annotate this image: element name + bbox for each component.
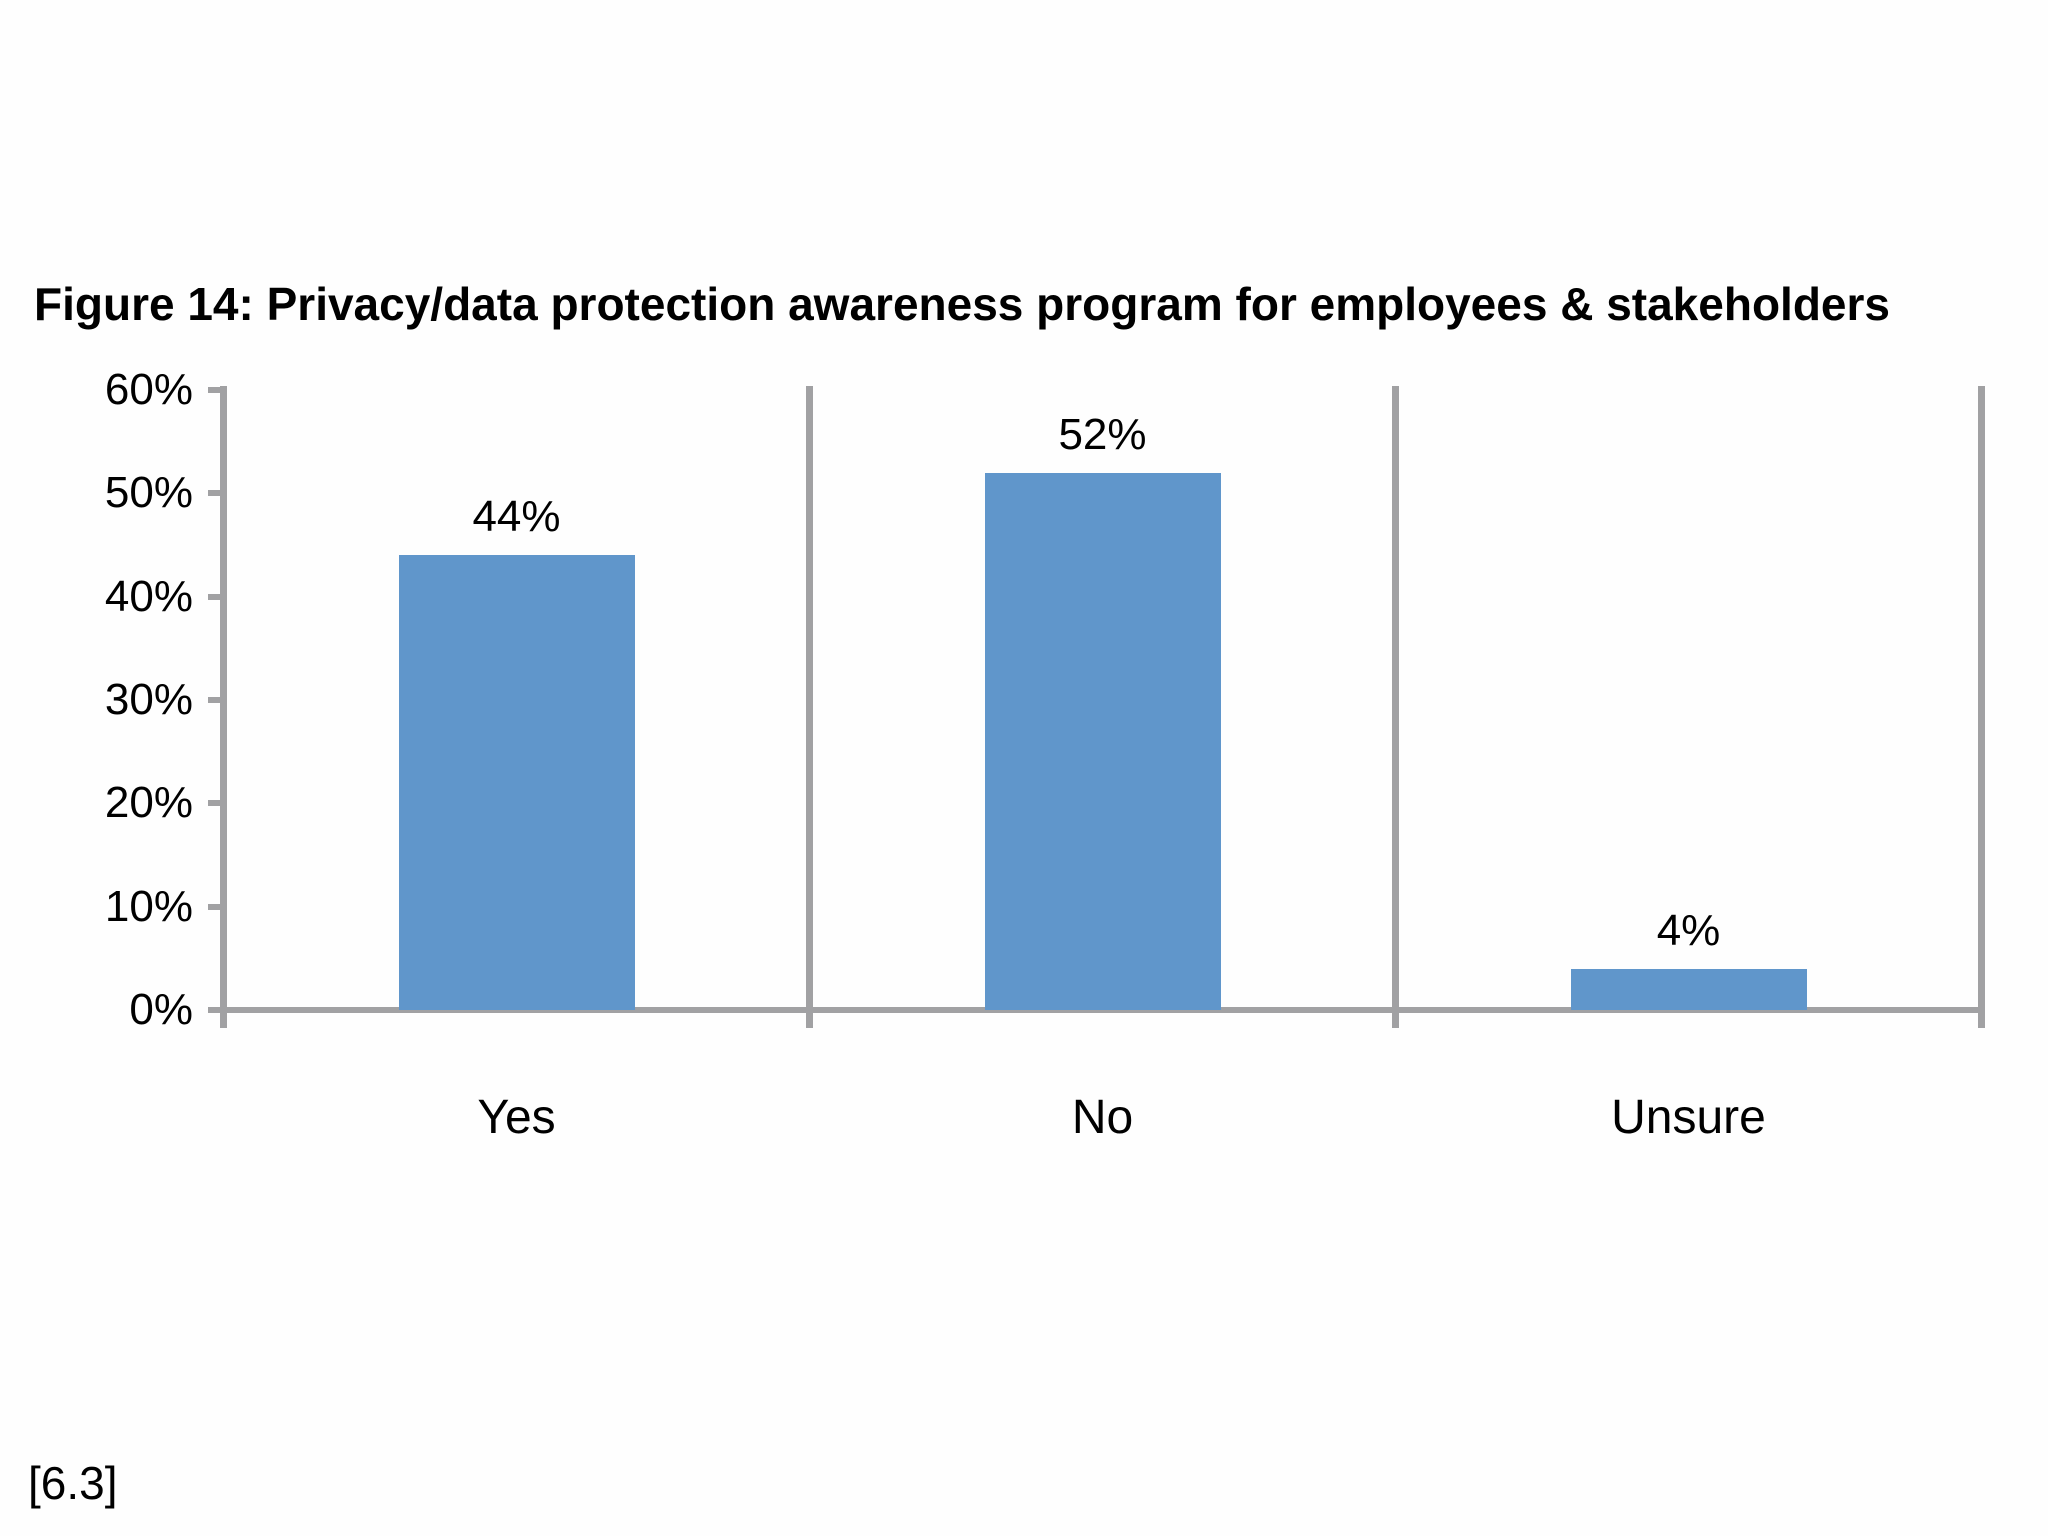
y-tick-label: 30% (104, 675, 193, 724)
y-tick-label: 10% (104, 881, 193, 931)
bar (398, 555, 635, 1010)
bar (984, 472, 1221, 1010)
y-axis-line (220, 386, 227, 1028)
y-tick-mark (208, 1007, 220, 1013)
y-tick-mark (208, 593, 220, 600)
y-tick-mark (208, 490, 220, 497)
bar-value-label: 4% (1656, 905, 1721, 955)
y-tick-mark (208, 903, 220, 910)
y-tick-mark (208, 800, 220, 807)
panel-divider (806, 386, 813, 1028)
y-tick-label: 20% (104, 778, 193, 828)
y-tick-mark (208, 697, 220, 703)
bar-value-label: 44% (472, 492, 561, 542)
figure-title: Figure 14: Privacy/data protection aware… (34, 278, 1890, 330)
y-tick-label: 50% (104, 468, 193, 518)
x-category-label: Unsure (1611, 1091, 1766, 1144)
x-category-label: No (1071, 1091, 1134, 1144)
y-tick-label: 0% (129, 985, 193, 1034)
x-category-label: Yes (477, 1091, 556, 1144)
panel-divider (1392, 386, 1399, 1028)
y-tick-mark (208, 387, 220, 393)
x-axis-line (220, 1007, 1985, 1013)
y-tick-label: 40% (104, 571, 193, 621)
plot-right-border (1978, 386, 1985, 1028)
y-tick-label: 60% (104, 365, 193, 414)
bar (1570, 968, 1807, 1010)
reference-label: [6.3] (28, 1457, 118, 1509)
bar-value-label: 52% (1058, 409, 1147, 459)
